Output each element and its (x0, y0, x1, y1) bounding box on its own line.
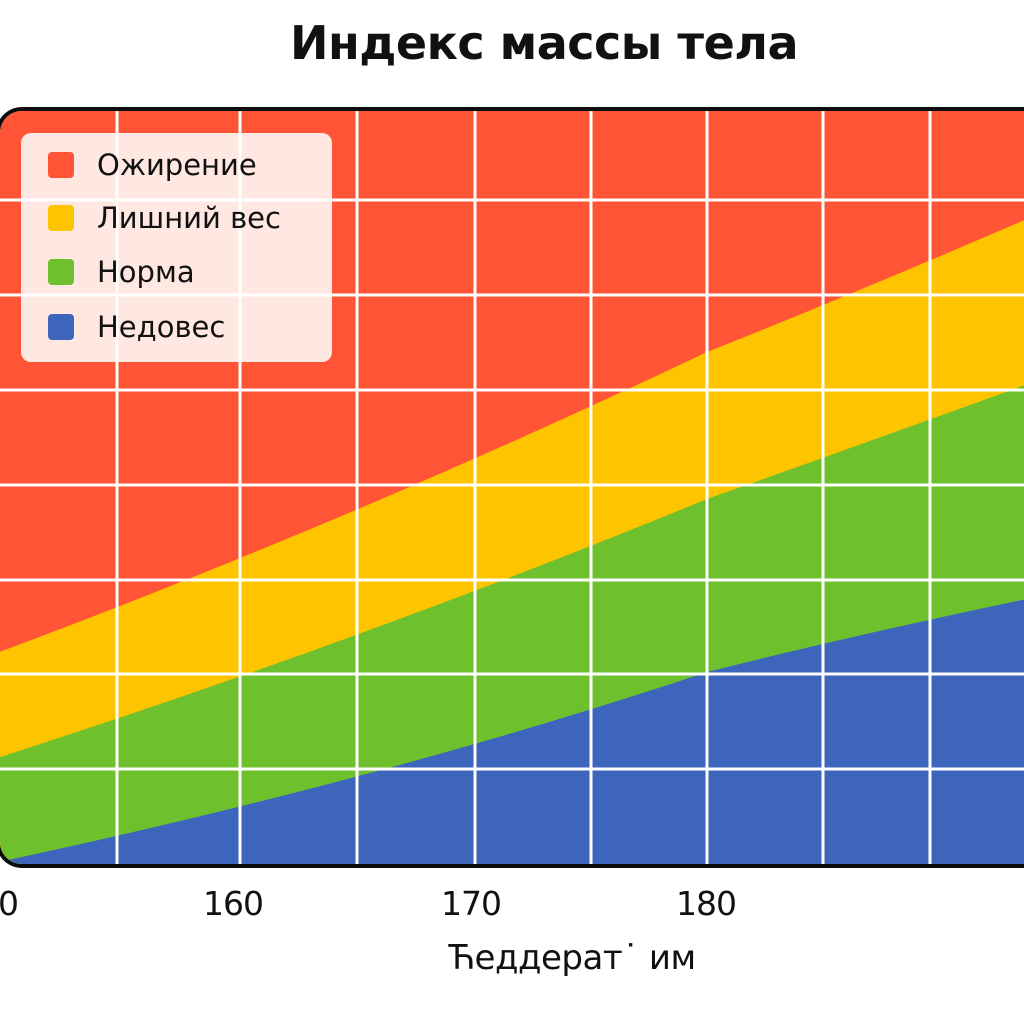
legend-swatch-icon (48, 205, 74, 231)
legend-swatch-icon (48, 259, 74, 285)
x-tick-label: 0 (0, 884, 19, 923)
legend-item-normal: Норма (48, 255, 195, 289)
legend-label: Ожирение (97, 148, 257, 182)
band-underweight (0, 599, 1024, 864)
legend-item-obesity: Ожирение (48, 148, 257, 182)
grid-lines (0, 111, 1024, 864)
legend: Ожирение Лишний вес Норма Недовес (21, 133, 332, 362)
bmi-bands-chart (0, 111, 1024, 864)
legend-item-overweight: Лишний вес (48, 201, 281, 235)
legend-label: Лишний вес (97, 201, 281, 235)
legend-swatch-icon (48, 152, 74, 178)
x-tick-label: 170 (441, 884, 502, 923)
legend-label: Недовес (97, 310, 226, 344)
plot-area (0, 107, 1024, 868)
legend-item-underweight: Недовес (48, 310, 225, 344)
x-axis-title: Ћеддерат˙ им (448, 938, 696, 978)
chart-title: Индекс массы тела (289, 16, 799, 70)
legend-label: Норма (97, 255, 195, 289)
legend-swatch-icon (48, 314, 74, 340)
x-tick-label: 180 (676, 884, 737, 923)
x-tick-label: 160 (203, 884, 264, 923)
